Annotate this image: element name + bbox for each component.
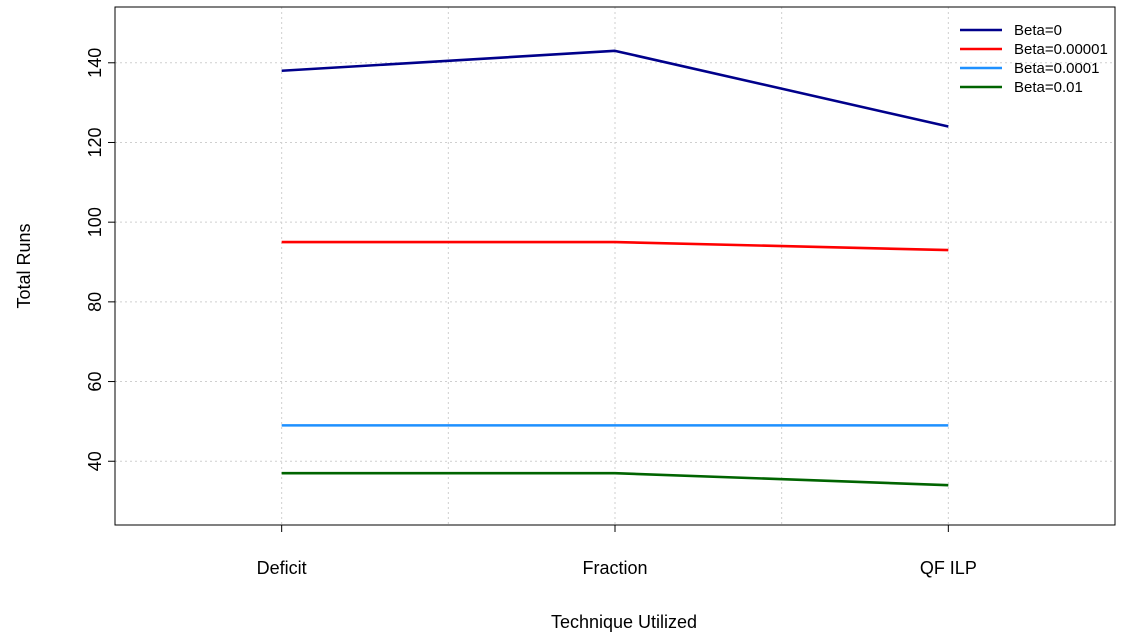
series-line-3 (281, 471, 949, 487)
series-line-0 (281, 49, 949, 128)
y-tick-label: 140 (85, 48, 105, 78)
x-axis-title: Technique Utilized (551, 612, 697, 632)
y-tick-label: 40 (85, 451, 105, 471)
legend: Beta=0 Beta=0.00001 Beta=0.0001 Beta=0.01 (960, 22, 1108, 96)
legend-label-0: Beta=0 (1014, 22, 1062, 39)
y-tick-label: 80 (85, 292, 105, 312)
y-tick-label: 60 (85, 372, 105, 392)
grid (115, 7, 1115, 525)
x-tick-label: Fraction (582, 558, 647, 578)
y-axis-title: Total Runs (14, 223, 34, 308)
y-tick-label: 100 (85, 207, 105, 237)
legend-label-2: Beta=0.0001 (1014, 60, 1100, 77)
series-line-1 (281, 240, 949, 252)
x-axis: Deficit Fraction QF ILP (257, 525, 977, 578)
x-tick-label: Deficit (257, 558, 307, 578)
series-lines (281, 49, 949, 487)
legend-label-3: Beta=0.01 (1014, 79, 1083, 96)
y-axis: 40 60 80 100 120 140 (85, 48, 115, 471)
y-tick-label: 120 (85, 127, 105, 157)
legend-label-1: Beta=0.00001 (1014, 41, 1108, 58)
x-tick-label: QF ILP (920, 558, 977, 578)
